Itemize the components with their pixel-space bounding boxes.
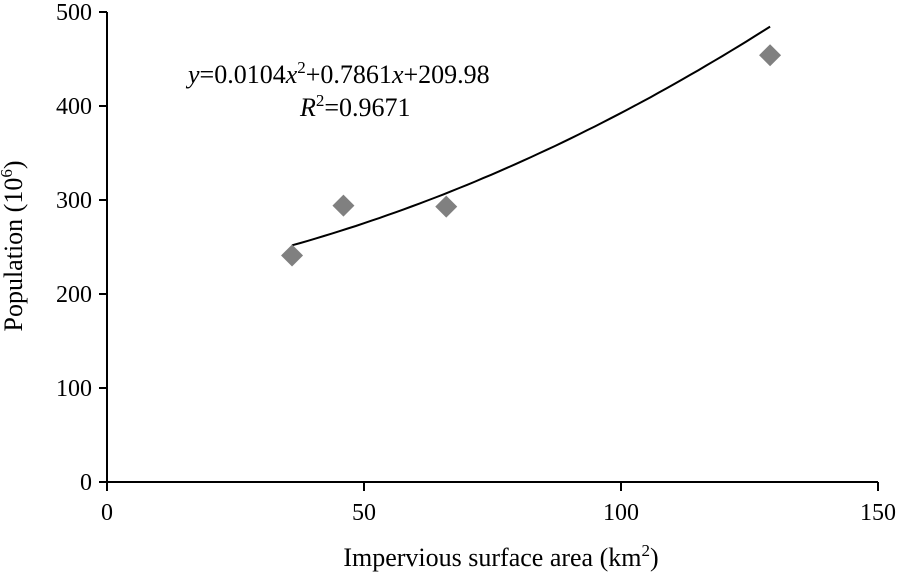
y-tick-label: 500 <box>56 0 92 26</box>
data-point <box>281 244 304 267</box>
x-tick-label: 50 <box>352 500 376 526</box>
data-point <box>435 195 458 218</box>
x-ticks: 0 50 100 150 <box>101 482 896 526</box>
x-tick-label: 150 <box>860 500 896 526</box>
y-tick-label: 200 <box>56 282 92 308</box>
y-tick-label: 100 <box>56 376 92 402</box>
x-tick-label: 0 <box>101 500 113 526</box>
r-squared-text: R2=0.9671 <box>299 91 411 122</box>
x-tick-label: 100 <box>603 500 639 526</box>
x-axis-title: Impervious surface area (km2) <box>343 541 658 572</box>
y-tick-label: 0 <box>80 470 92 496</box>
y-ticks: 0 100 200 300 400 500 <box>56 0 107 496</box>
y-tick-label: 300 <box>56 188 92 214</box>
axes <box>106 12 878 483</box>
trendline <box>291 25 771 247</box>
data-points <box>281 44 782 267</box>
y-axis-title: Population (106) <box>0 160 28 331</box>
data-point <box>332 194 355 217</box>
y-tick-label: 400 <box>56 94 92 120</box>
data-point <box>759 44 782 67</box>
equation-text: y=0.0104x2+0.7861x+209.98 <box>185 58 490 89</box>
